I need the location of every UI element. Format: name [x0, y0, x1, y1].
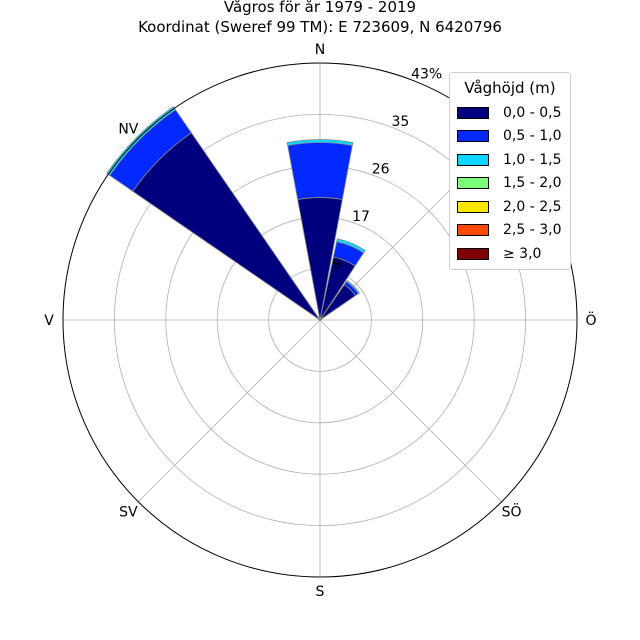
legend-swatch: [457, 153, 489, 166]
direction-label: SV: [119, 505, 138, 521]
direction-label: SÖ: [502, 503, 522, 521]
legend-swatch: [457, 177, 489, 190]
wedge-bar: [287, 142, 353, 200]
radial-tick-label: 17: [352, 209, 370, 225]
angular-gridline: [319, 319, 503, 503]
legend-item: 1,5 - 2,0: [450, 172, 570, 196]
direction-label: NV: [118, 121, 138, 137]
legend-item: 0,0 - 0,5: [450, 101, 570, 125]
radial-tick-label: 35: [391, 114, 409, 130]
wedge-bar: [345, 280, 360, 295]
chart-subtitle: Koordinat (Sweref 99 TM): E 723609, N 64…: [138, 18, 502, 36]
legend-label: 1,0 - 1,5: [503, 151, 562, 168]
chart-title: Vågros för år 1979 - 2019: [223, 0, 417, 16]
legend-swatch: [457, 224, 489, 237]
wedge-bar: [286, 139, 354, 146]
radial-tick-label: 43%: [411, 67, 442, 83]
wedge-bar: [106, 106, 177, 177]
legend-swatch: [457, 247, 489, 260]
direction-label: N: [315, 42, 325, 58]
wedge-bar: [336, 238, 366, 254]
legend-swatch: [457, 106, 489, 119]
legend-label: 1,5 - 2,0: [503, 175, 562, 192]
legend: Våghöjd (m) 0,0 - 0,5 0,5 - 1,0 1,0 - 1,5 1…: [449, 72, 571, 270]
legend-label: 0,0 - 0,5: [503, 104, 562, 121]
direction-label: Ö: [585, 311, 596, 329]
legend-label: 2,0 - 2,5: [503, 198, 562, 215]
direction-label: V: [44, 313, 54, 329]
radial-tick-label: 26: [372, 162, 390, 178]
direction-label: S: [316, 584, 325, 600]
legend-item: ≥ 3,0: [450, 242, 570, 266]
angular-gridline: [137, 319, 321, 503]
legend-item: 1,0 - 1,5: [450, 148, 570, 172]
radial-tick-label: 9: [332, 257, 341, 273]
legend-item: 2,0 - 2,5: [450, 195, 570, 219]
legend-label: 2,5 - 3,0: [503, 222, 562, 239]
wedge-bar: [317, 316, 321, 321]
legend-title: Våghöjd (m): [464, 79, 556, 97]
legend-swatch: [457, 200, 489, 213]
legend-item: 2,5 - 3,0: [450, 219, 570, 243]
polar-frame: [62, 62, 578, 578]
legend-item: 0,5 - 1,0: [450, 125, 570, 149]
legend-swatch: [457, 130, 489, 143]
wedge-bar: [319, 318, 323, 321]
legend-label: 0,5 - 1,0: [503, 128, 562, 145]
legend-label: ≥ 3,0: [503, 245, 542, 262]
